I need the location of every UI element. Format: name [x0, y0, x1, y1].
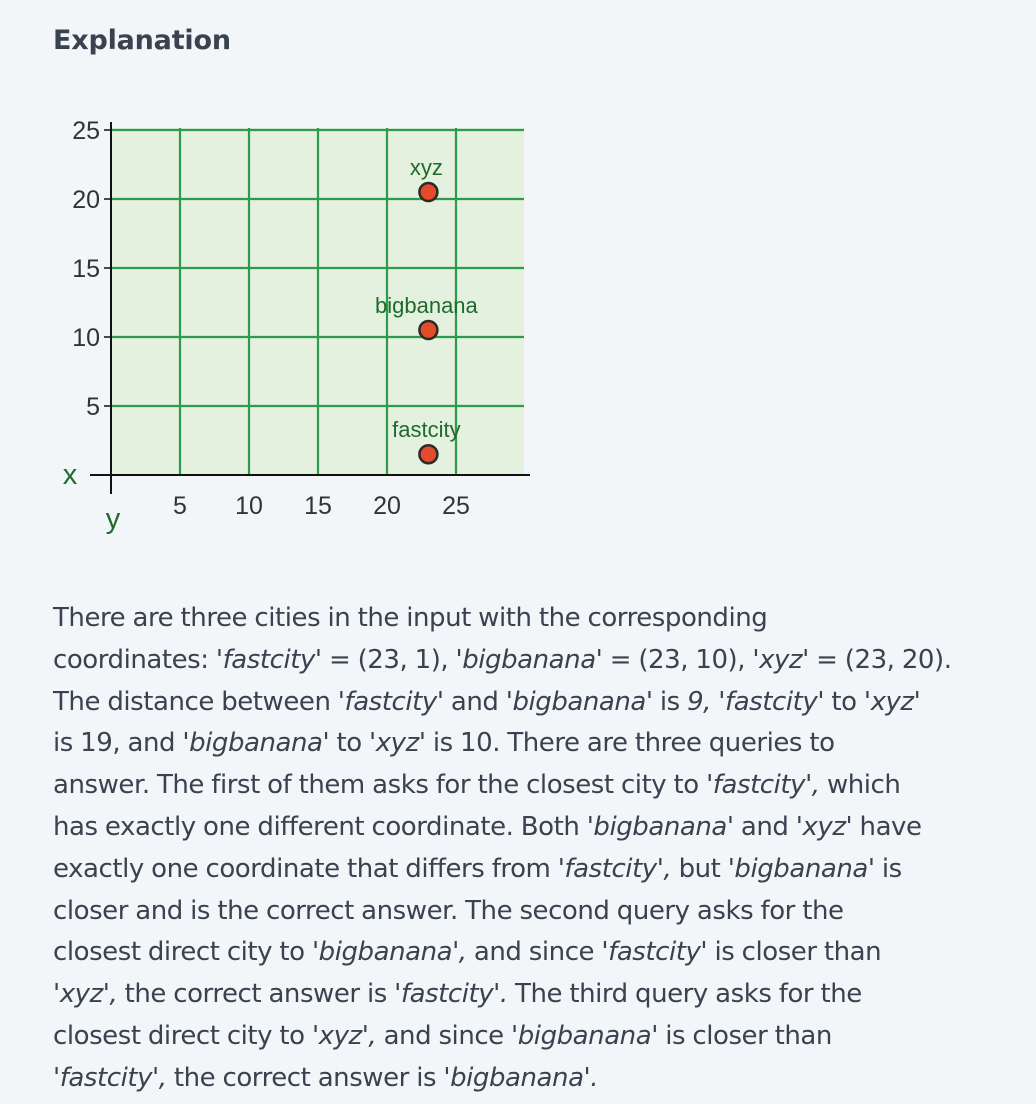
city-name-italic: fastcity'. — [400, 979, 508, 1010]
explanation-segment: ' — [53, 1062, 60, 1093]
x-tick-label: 15 — [304, 492, 332, 520]
city-name-italic: xyz', — [59, 979, 118, 1010]
x-tick-label: 5 — [173, 492, 187, 520]
city-point — [418, 443, 439, 465]
city-name-italic: xyz' — [375, 728, 426, 759]
point-label: fastcity — [392, 417, 460, 442]
city-name-italic: fastcity', — [564, 853, 672, 884]
city-name-italic: bigbanana' — [462, 644, 603, 675]
horizontal-axis-label: y — [106, 503, 121, 535]
explanation-segment: The distance between ' — [53, 686, 345, 717]
explanation-segment: the correct answer is ' — [117, 979, 402, 1010]
x-tick-label: 25 — [442, 492, 470, 520]
explanation-segment: which — [819, 770, 901, 801]
explanation-segment: closest direct city to ' — [53, 937, 319, 968]
explanation-segment: and ' — [443, 686, 513, 717]
explanation-segment: and ' — [733, 811, 803, 842]
y-tick-label: 15 — [72, 255, 100, 283]
explanation-segment: closest direct city to ' — [53, 1020, 319, 1051]
explanation-segment: = (23, 20). — [808, 644, 952, 675]
city-name-italic: bigbanana', — [318, 937, 467, 968]
city-name-italic: 9, 'fastcity' — [687, 686, 825, 717]
explanation-segment: There are three cities in the input with… — [53, 603, 768, 633]
explanation-segment: to ' — [824, 686, 871, 717]
point-label: xyz — [410, 155, 443, 180]
point-label: bigbanana — [375, 293, 479, 318]
x-tick-label: 20 — [373, 492, 401, 520]
y-tick-label: 25 — [72, 117, 100, 145]
city-name-italic: bigbanana' — [734, 853, 875, 884]
explanation-segment: but ' — [671, 853, 735, 884]
city-name-italic: xyz' — [870, 686, 921, 717]
section-heading: Explanation — [53, 25, 231, 56]
city-name-italic: xyz', — [318, 1020, 377, 1051]
city-name-italic: fastcity' — [608, 937, 708, 968]
city-point — [418, 181, 439, 203]
explanation-segment: have — [852, 811, 922, 842]
explanation-segment: coordinates: — [53, 644, 216, 675]
coordinate-chart: 5 10 15 20 25 5 10 15 20 25 x y xyz bigbanana fastcity — [0, 0, 560, 564]
city-name-italic: bigbanana' — [189, 728, 330, 759]
explanation-text: There are three cities in the input with… — [53, 598, 1018, 1100]
city-name-italic: fastcity', — [59, 1062, 167, 1093]
explanation-segment: is closer than — [707, 937, 882, 968]
y-tick-label: 10 — [72, 324, 100, 352]
vertical-axis-label: x — [63, 459, 78, 491]
city-point — [418, 319, 439, 341]
city-name-italic: xyz' — [802, 811, 853, 842]
city-name-italic: fastcity' — [344, 686, 444, 717]
city-name-italic: bigbanana' — [593, 811, 734, 842]
explanation-segment: to ' — [329, 728, 377, 759]
city-name-italic: 'fastcity' — [215, 644, 322, 675]
explanation-segment: is 10. There are three queries to — [425, 728, 835, 759]
explanation-segment: is closer than — [657, 1020, 832, 1051]
explanation-segment: is 19, and ' — [53, 728, 190, 759]
explanation-segment: ' — [53, 979, 60, 1010]
city-name-italic: bigbanana' — [517, 1020, 659, 1051]
y-tick-label: 20 — [72, 186, 100, 214]
explanation-segment: is — [874, 853, 902, 884]
explanation-segment: is — [652, 686, 688, 717]
city-name-italic: bigbanana' — [512, 686, 653, 717]
explanation-segment: = (23, 1), ' — [321, 644, 463, 675]
city-name-italic: xyz' — [759, 644, 809, 675]
city-name-italic: bigbanana'. — [450, 1062, 599, 1093]
x-tick-label: 10 — [235, 492, 263, 520]
explanation-segment: = (23, 10), ' — [602, 644, 760, 675]
explanation-segment: and since ' — [376, 1020, 519, 1051]
explanation-segment: and since ' — [466, 937, 609, 968]
city-name-italic: fastcity', — [712, 770, 820, 801]
explanation-segment: The third query asks for the — [507, 979, 862, 1010]
explanation-segment: answer. The first of them asks for the c… — [53, 770, 713, 801]
y-tick-label: 5 — [86, 393, 100, 421]
chart-svg: 5 10 15 20 25 5 10 15 20 25 xy xyz bigbanana fastcity — [63, 117, 530, 535]
explanation-segment: exactly one coordinate that differs from… — [53, 853, 565, 884]
explanation-segment: closer and is the correct answer. The se… — [53, 895, 844, 926]
explanation-segment: the correct answer is ' — [166, 1062, 451, 1093]
explanation-segment: has exactly one different coordinate. Bo… — [53, 811, 594, 842]
